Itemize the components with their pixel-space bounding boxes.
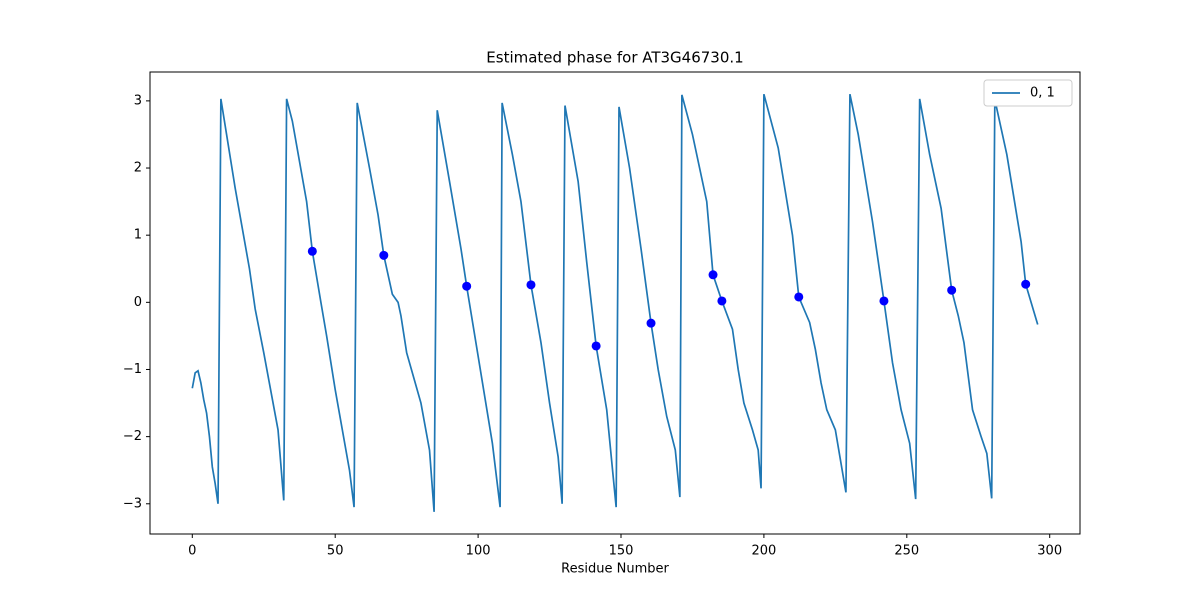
point bbox=[646, 318, 656, 328]
y-tick-label: 0 bbox=[134, 295, 142, 310]
x-tick-label: 150 bbox=[609, 544, 634, 559]
x-tick-label: 200 bbox=[751, 544, 776, 559]
legend-box bbox=[983, 79, 1073, 107]
point bbox=[708, 270, 718, 280]
point bbox=[526, 280, 536, 290]
point bbox=[879, 296, 889, 306]
chart-title: Estimated phase for AT3G46730.1 bbox=[486, 49, 743, 67]
x-tick-label: 300 bbox=[1037, 544, 1062, 559]
x-tick-label: 250 bbox=[894, 544, 919, 559]
point bbox=[307, 246, 317, 256]
y-tick-label: 2 bbox=[134, 161, 142, 176]
point bbox=[717, 296, 727, 306]
point bbox=[379, 250, 389, 260]
x-tick-label: 50 bbox=[327, 544, 344, 559]
point bbox=[462, 281, 472, 291]
plot-frame bbox=[149, 71, 1081, 535]
line-series bbox=[191, 93, 1039, 512]
x-tick-label: 100 bbox=[466, 544, 491, 559]
x-axis-label: Residue Number bbox=[561, 562, 669, 577]
legend-label: 0, 1 bbox=[1030, 86, 1055, 101]
point bbox=[591, 341, 601, 351]
point bbox=[794, 292, 804, 302]
x-tick-label: 0 bbox=[188, 544, 196, 559]
y-tick-label: −2 bbox=[123, 429, 142, 444]
y-tick-label: 1 bbox=[134, 228, 142, 243]
point bbox=[1021, 279, 1031, 289]
point bbox=[947, 285, 957, 295]
y-tick-label: 3 bbox=[134, 93, 142, 108]
y-tick-label: −3 bbox=[123, 496, 142, 511]
y-tick-label: −1 bbox=[123, 362, 142, 377]
